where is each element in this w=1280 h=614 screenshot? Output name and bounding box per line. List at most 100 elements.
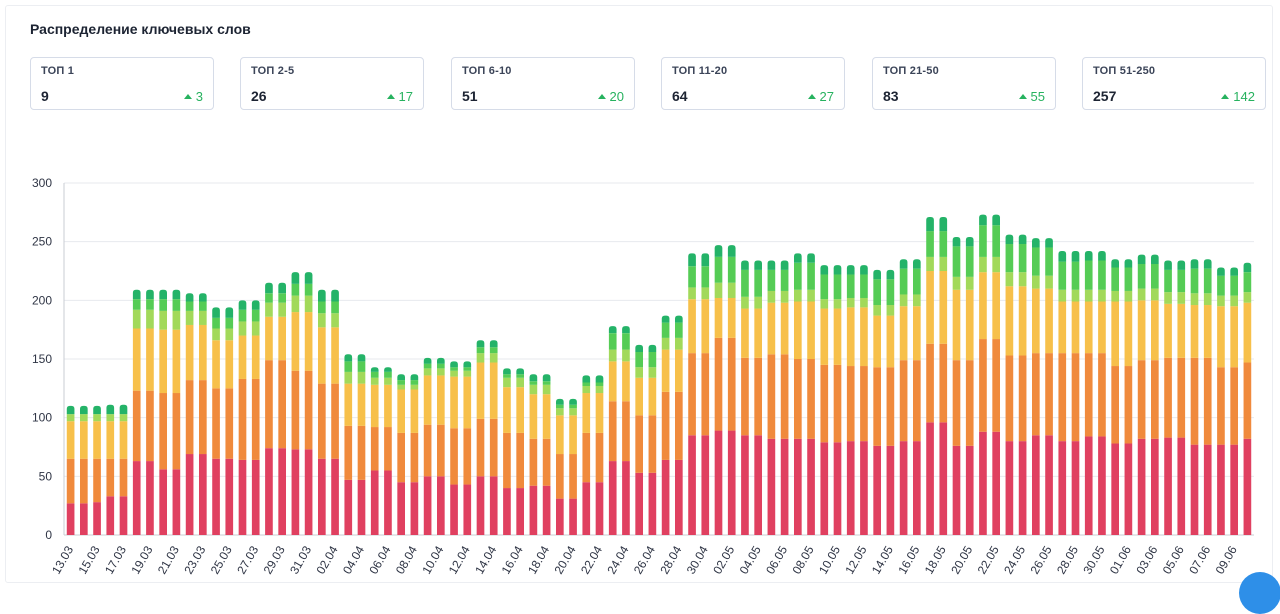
bar-segment <box>807 262 815 290</box>
bar-segment <box>1150 360 1159 439</box>
bar-segment <box>608 349 617 362</box>
x-tick-label: 27.03 <box>234 543 261 576</box>
bar-segment <box>476 476 485 535</box>
bar-07.04 <box>397 374 406 535</box>
x-tick-label: 09.06 <box>1213 543 1240 576</box>
bar-segment <box>146 461 154 535</box>
bar-18.05 <box>939 217 948 535</box>
bar-segment <box>1005 244 1014 273</box>
panel-title: Распределение ключевых слов <box>30 21 251 37</box>
card-value: 51 <box>462 88 478 104</box>
bar-segment <box>212 458 220 535</box>
x-tick-label: 04.04 <box>340 543 367 576</box>
bar-23.04 <box>608 326 617 535</box>
bar-segment <box>807 301 815 359</box>
bar-segment <box>635 367 644 378</box>
card-top-6-10[interactable]: ТОП 6-10 51 20 <box>451 57 635 110</box>
card-top-11-20[interactable]: ТОП 11-20 64 27 <box>661 57 845 110</box>
bar-segment <box>1243 262 1252 273</box>
bar-segment <box>807 359 815 439</box>
bar-segment <box>793 289 802 302</box>
bar-segment <box>159 329 168 394</box>
bar-segment <box>780 260 789 270</box>
bar-segment <box>331 458 339 535</box>
bar-segment <box>846 274 855 298</box>
bar-segment <box>172 393 181 470</box>
bar-15.03 <box>93 405 101 535</box>
bar-segment <box>119 496 128 535</box>
bar-23.05 <box>1005 234 1014 535</box>
bar-segment <box>132 299 141 310</box>
card-top-1[interactable]: ТОП 1 9 3 <box>30 57 214 110</box>
bar-segment <box>119 404 128 415</box>
bar-segment <box>820 274 829 300</box>
bar-18.04 <box>542 374 551 535</box>
bar-segment <box>1137 360 1146 439</box>
bar-segment <box>542 394 551 439</box>
x-tick-label: 30.05 <box>1080 543 1107 576</box>
x-tick-label: 20.04 <box>552 543 579 576</box>
bar-segment <box>436 476 445 535</box>
bar-09.05 <box>820 265 829 535</box>
bar-segment <box>79 458 88 504</box>
bar-segment <box>674 349 683 392</box>
bar-segment <box>317 383 326 459</box>
bar-segment <box>1111 290 1120 302</box>
bar-segment <box>238 321 247 336</box>
bar-27.03 <box>251 300 260 535</box>
bar-segment <box>886 315 895 368</box>
arrow-up-icon <box>1221 94 1230 99</box>
bar-segment <box>489 353 498 363</box>
bar-segment <box>212 328 220 341</box>
x-tick-label: 28.04 <box>657 543 684 576</box>
x-tick-label: 10.04 <box>419 543 446 576</box>
bar-segment <box>476 362 485 419</box>
bar-12.05 <box>860 265 868 535</box>
bar-segment <box>701 266 710 288</box>
bar-05.05 <box>767 260 776 535</box>
bar-19.03 <box>146 289 154 535</box>
bar-segment <box>648 377 657 416</box>
bar-segment <box>688 435 696 535</box>
bar-segment <box>1217 306 1225 368</box>
bar-segment <box>1230 295 1239 307</box>
chat-widget-button[interactable] <box>1239 572 1280 614</box>
bar-segment <box>463 484 472 535</box>
bar-segment <box>807 289 815 302</box>
card-top-21-50[interactable]: ТОП 21-50 83 55 <box>872 57 1056 110</box>
card-top-2-5[interactable]: ТОП 2-5 26 17 <box>240 57 424 110</box>
bar-segment <box>344 371 353 384</box>
bar-segment <box>1203 293 1212 306</box>
bar-segment <box>820 308 829 365</box>
bar-21.03 <box>172 289 181 535</box>
bar-segment <box>661 459 670 535</box>
bar-segment <box>265 282 273 294</box>
bar-segment <box>423 363 432 369</box>
bar-segment <box>595 375 604 383</box>
card-label: ТОП 1 <box>41 65 75 77</box>
bar-segment <box>1045 238 1053 248</box>
bar-segment <box>1230 267 1239 276</box>
bar-segment <box>688 266 696 288</box>
bar-segment <box>965 246 974 277</box>
bar-segment <box>780 302 789 355</box>
bar-segment <box>622 361 630 402</box>
bar-segment <box>1230 275 1239 296</box>
x-tick-label: 25.03 <box>208 543 235 576</box>
bar-segment <box>503 368 511 375</box>
bar-segment <box>939 231 948 257</box>
bar-31.05 <box>1111 259 1120 535</box>
bar-segment <box>198 293 207 302</box>
bar-segment <box>1150 288 1159 301</box>
bar-segment <box>93 502 101 535</box>
bar-segment <box>436 375 445 425</box>
bar-26.05 <box>1045 238 1053 535</box>
bar-25.04 <box>635 344 644 535</box>
card-top-51-250[interactable]: ТОП 51-250 257 142 <box>1082 57 1266 110</box>
bar-segment <box>939 256 948 271</box>
bar-segment <box>661 315 670 323</box>
bar-segment <box>582 385 591 394</box>
bar-segment <box>384 470 392 535</box>
x-tick-label: 20.05 <box>948 543 975 576</box>
x-tick-label: 24.04 <box>604 543 631 576</box>
